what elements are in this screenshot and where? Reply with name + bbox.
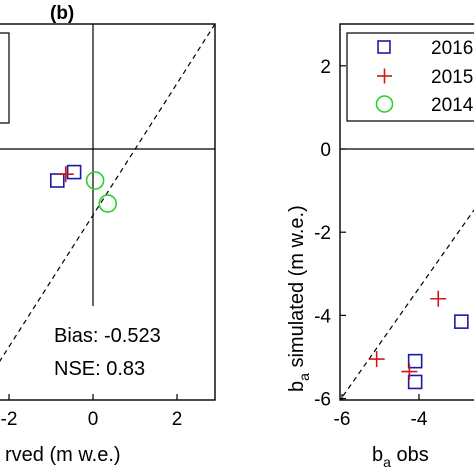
legend-label-2015: 2015 (431, 67, 473, 88)
right-point-2015 (401, 363, 418, 380)
right-plot-area: 2016 2015 2014 (340, 32, 474, 397)
right-y-tick-label: 0 (320, 140, 331, 161)
right-point-2015 (430, 290, 447, 307)
right-axes-frame (339, 23, 474, 401)
legend-label-2014: 2014 (431, 95, 474, 116)
right-y-tick-label: -6 (314, 390, 331, 411)
right-x-ticks: -6 -4 (334, 394, 428, 430)
left-x-ticks: -2 0 2 (1, 394, 183, 430)
right-x-label-sub: a (383, 454, 391, 470)
left-points (49, 164, 117, 213)
legend-box (346, 32, 474, 122)
right-y-tick-label: -4 (314, 306, 331, 327)
right-point-2015 (368, 351, 385, 368)
right-point-2016 (407, 353, 423, 369)
right-y-axis-label: ba simulated (m w.e.) (286, 205, 312, 392)
left-x-axis-label: rved (m w.e.) (5, 444, 121, 466)
right-x-axis-label: ba obs (372, 444, 429, 470)
right-y-label-main: b (286, 381, 308, 392)
left-point-2016 (49, 173, 65, 188)
left-point-2014 (85, 171, 105, 190)
right-x-tick-label: -6 (334, 409, 351, 430)
bias-annotation: Bias: -0.523 (54, 325, 161, 347)
legend-marker-2015 (377, 68, 392, 84)
left-x-tick-label: 0 (88, 409, 99, 430)
right-x-label-rest: obs (391, 444, 429, 466)
left-point-2014 (98, 194, 117, 213)
left-point-2015 (57, 166, 74, 183)
legend-marker-2016 (377, 40, 391, 54)
right-y-tick-label: -2 (314, 223, 331, 244)
legend-marker-2014 (375, 95, 394, 113)
right-y-tick-label: 2 (320, 57, 331, 78)
panel-label: (b) (50, 3, 74, 24)
left-axes-frame (0, 23, 216, 401)
left-plot-area (0, 24, 215, 362)
right-point-2016 (454, 314, 469, 329)
right-y-ticks: 2 0 -2 -4 -6 (314, 57, 346, 411)
left-panel: (b) -2 0 2 Bias: -0.523 NSE: 0.83 rved (m … (0, 3, 216, 466)
left-point-2016 (66, 164, 82, 180)
left-x-tick-label: 2 (172, 409, 183, 430)
left-one-to-one-line (0, 24, 215, 362)
left-x-tick-label: -2 (1, 409, 18, 430)
nse-annotation: NSE: 0.83 (54, 358, 145, 380)
right-point-2016 (407, 374, 423, 390)
right-panel: 2016 2015 2014 20-2-4-6 -6 -4 ba simulate… (286, 23, 474, 470)
right-x-tick-label: -4 (411, 409, 428, 430)
right-y-label-sub: a (296, 373, 312, 381)
legend-label-2016: 2016 (431, 38, 473, 59)
right-x-label-main: b (372, 444, 383, 466)
right-y-label-rest: simulated (m w.e.) (286, 205, 308, 373)
left-legend-box (0, 32, 10, 124)
right-points (368, 290, 469, 390)
legend: 2016 2015 2014 (346, 32, 474, 122)
right-one-to-one-line (342, 209, 474, 397)
